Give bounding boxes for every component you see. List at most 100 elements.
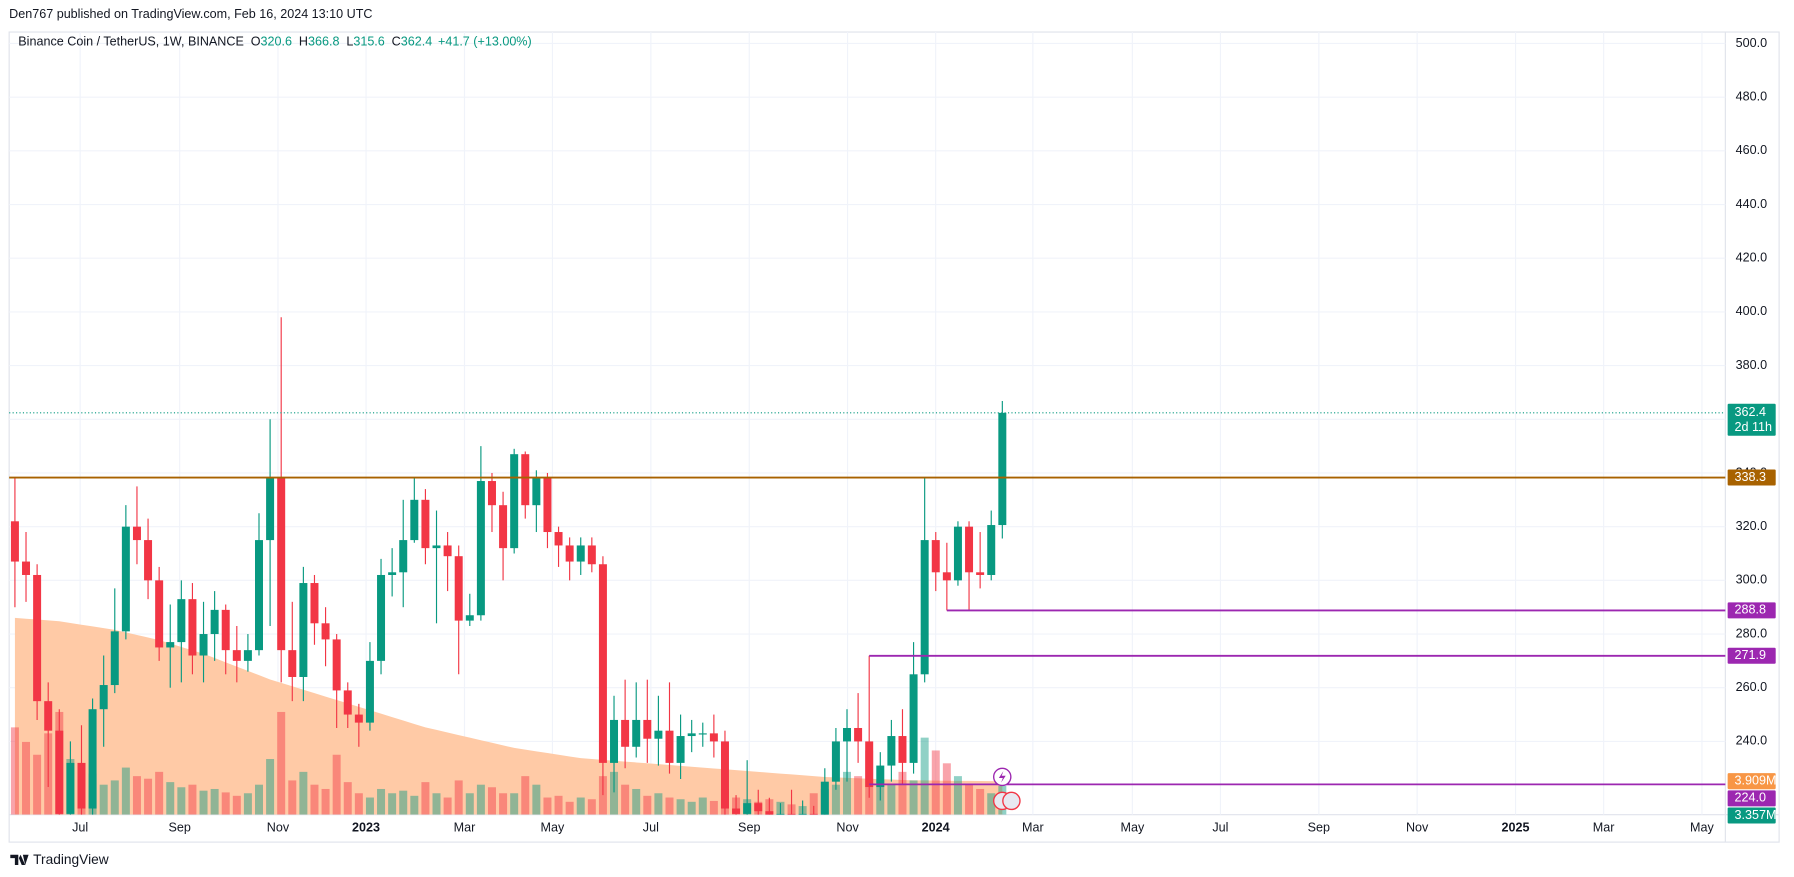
candles [10,317,1007,815]
candle-body [621,719,630,747]
candle-body [188,599,197,656]
candle-body [443,545,452,557]
volume-bar [255,784,263,815]
volume-bar [132,776,141,815]
candle-body [499,505,508,549]
candle-body [388,572,397,575]
x-tick-label: Mar [1022,821,1044,835]
volume-bar [377,788,386,815]
y-tick-label: 420.0 [1736,251,1767,265]
event-icon[interactable] [1002,791,1021,811]
volume-bar [931,750,940,815]
x-tick-label: 2025 [1502,821,1530,835]
candle-body [121,526,130,632]
y-tick-label: 320.0 [1736,519,1767,533]
volume-bar [887,784,896,815]
candle-body [476,481,485,616]
candle-body [953,526,962,581]
volume-ma-area [14,617,1003,815]
candle-body [665,730,674,763]
candle-body [33,574,42,702]
candle-body [720,741,729,809]
logo-text: TradingView [33,852,109,867]
candle-body [898,736,907,763]
volume-bar [632,788,641,815]
level-label-box [1727,790,1776,807]
volume-bar [854,776,863,815]
legend: Binance Coin / TetherUS, 1W, BINANCE O320… [18,35,531,49]
volume-bar [543,797,552,815]
candle-body [920,540,929,675]
logo-mark [10,854,29,865]
volume-bar [266,759,275,815]
candle-body [787,813,796,815]
volume-bar [942,763,951,815]
volume-ma-label-box [1727,773,1776,790]
candle-body [654,730,663,739]
candle-body [266,478,275,541]
candle-body [365,660,374,723]
candle-body [820,781,829,815]
volume-bar [410,795,419,815]
volume-bar [421,782,430,815]
x-tick-label: Mar [1593,821,1615,835]
volume-bar [243,793,252,815]
volume-bar [532,784,541,815]
volume-bar [110,780,119,815]
volume-bar [232,795,241,815]
level-label-box [1727,469,1776,486]
volume-bar [321,788,330,815]
candle-body [676,736,685,763]
candle-body [277,478,286,651]
candle-body [410,499,419,541]
candle-body [99,685,108,710]
candle-body [831,741,840,782]
volume-bar [144,778,153,815]
candle-body [155,580,164,648]
candle-body [255,540,263,651]
candle-body [44,701,53,731]
candle-body [987,525,996,575]
event-icons [992,767,1021,811]
candle-body [776,813,785,815]
volume-bar [121,767,130,815]
candle-body [243,650,252,661]
x-tick-label: Nov [1406,821,1429,835]
volume-bar [576,797,585,815]
x-tick-label: Jul [1212,821,1228,835]
level-label: 271.9 [1735,648,1766,662]
candle-body [132,526,141,541]
candle-body [754,803,763,812]
candle-body [854,727,863,742]
legend-value: 366.8 [308,35,339,49]
y-tick-label: 440.0 [1736,197,1767,211]
candle-body [587,545,596,565]
volume-bar [155,771,164,815]
logo: TradingView [10,852,109,867]
candle-body [354,714,363,723]
volume-bar [953,776,962,815]
candle-body [288,650,297,677]
volume-bar [399,790,408,815]
candle-body [576,545,585,562]
candle-body [166,642,175,648]
candle-body [66,762,75,814]
volume-bar [831,784,840,815]
candle-body [865,741,874,788]
candle-body [421,499,430,549]
level-label-box [1727,602,1776,619]
y-tick-label: 280.0 [1736,626,1767,640]
candle-body [743,803,752,814]
x-tick-label: Nov [267,821,290,835]
y-tick-label: 240.0 [1736,734,1767,748]
y-tick-label: 480.0 [1736,89,1767,103]
legend-value: 320.6 [261,35,292,49]
volume-bar [288,780,297,815]
volume-bar [354,793,363,815]
candle-body [521,454,530,506]
volume-bar [565,801,574,815]
candle-body [543,478,552,533]
y-tick-label: 460.0 [1736,143,1767,157]
legend-key: O [251,35,261,49]
